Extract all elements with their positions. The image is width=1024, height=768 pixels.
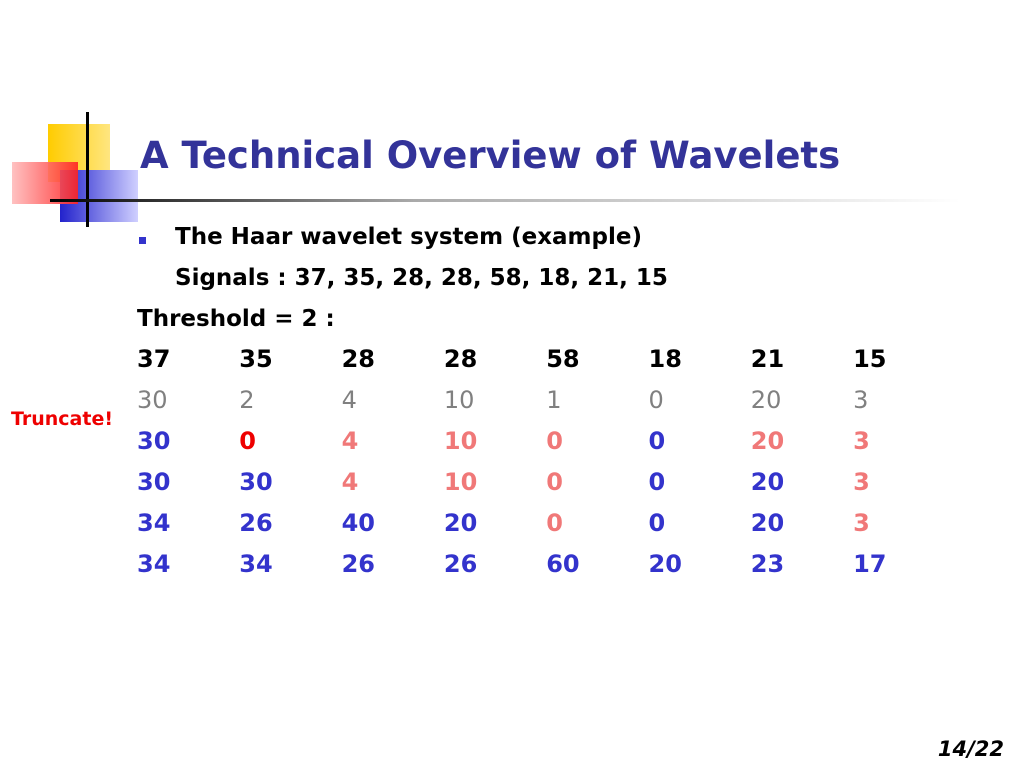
table-cell: 20 bbox=[443, 509, 478, 537]
table-cell: 3 bbox=[853, 509, 870, 537]
table-cell: 58 bbox=[546, 345, 580, 373]
table-cell: 20 bbox=[750, 427, 785, 455]
table-cell: 60 bbox=[546, 550, 580, 578]
table-cell: 0 bbox=[546, 427, 563, 455]
table-cell: 21 bbox=[750, 345, 785, 373]
table-cell: 26 bbox=[341, 550, 375, 578]
table-cell: 0 bbox=[648, 468, 666, 496]
table-cell: 0 bbox=[546, 468, 563, 496]
table-cell: 3 bbox=[853, 468, 870, 496]
table-cell: 10 bbox=[443, 427, 478, 455]
table-cell: 20 bbox=[648, 550, 682, 578]
table-cell: 0 bbox=[648, 386, 664, 414]
deco-red bbox=[12, 162, 78, 204]
table-cell: 10 bbox=[443, 468, 478, 496]
table-cell: 20 bbox=[750, 468, 785, 496]
table-cell: 17 bbox=[853, 550, 887, 578]
table-cell: 1 bbox=[546, 386, 562, 414]
table-cell: 0 bbox=[648, 509, 666, 537]
table-cell: 2 bbox=[239, 386, 255, 414]
bullet-text: The Haar wavelet system (example) bbox=[175, 224, 642, 250]
table-cell: 15 bbox=[853, 345, 887, 373]
table-cell: 28 bbox=[443, 345, 478, 373]
table-cell: 10 bbox=[443, 386, 475, 414]
table-cell: 34 bbox=[137, 550, 171, 578]
table-cell: 0 bbox=[239, 427, 256, 455]
table-cell: 30 bbox=[137, 468, 171, 496]
table-cell: 4 bbox=[341, 427, 359, 455]
table-cell: 0 bbox=[648, 427, 666, 455]
table-cell: 34 bbox=[239, 550, 273, 578]
table-cell: 30 bbox=[239, 468, 273, 496]
truncate-note: Truncate! bbox=[11, 408, 114, 430]
deco-vline bbox=[86, 112, 89, 227]
table-cell: 4 bbox=[341, 468, 359, 496]
table-cell: 23 bbox=[750, 550, 785, 578]
table-cell: 18 bbox=[648, 345, 682, 373]
title: A Technical Overview of Wavelets bbox=[140, 134, 841, 177]
title-rule bbox=[50, 199, 960, 202]
threshold-text: Threshold = 2 : bbox=[137, 306, 335, 332]
table-cell: 40 bbox=[341, 509, 375, 537]
table-cell: 30 bbox=[137, 386, 168, 414]
table-cell: 34 bbox=[137, 509, 171, 537]
table-cell: 20 bbox=[750, 386, 782, 414]
table-cell: 28 bbox=[341, 345, 375, 373]
table-cell: 37 bbox=[137, 345, 171, 373]
signals-text: Signals : 37, 35, 28, 28, 58, 18, 21, 15 bbox=[175, 265, 668, 291]
table-cell: 0 bbox=[546, 509, 563, 537]
table-cell: 26 bbox=[443, 550, 478, 578]
table-cell: 4 bbox=[341, 386, 357, 414]
table-cell: 3 bbox=[853, 386, 869, 414]
table-cell: 26 bbox=[239, 509, 273, 537]
table-cell: 35 bbox=[239, 345, 273, 373]
table-cell: 30 bbox=[137, 427, 171, 455]
table-cell: 3 bbox=[853, 427, 870, 455]
bullet-marker bbox=[139, 237, 146, 244]
table-cell: 20 bbox=[750, 509, 785, 537]
page-number: 14/22 bbox=[937, 737, 1004, 761]
